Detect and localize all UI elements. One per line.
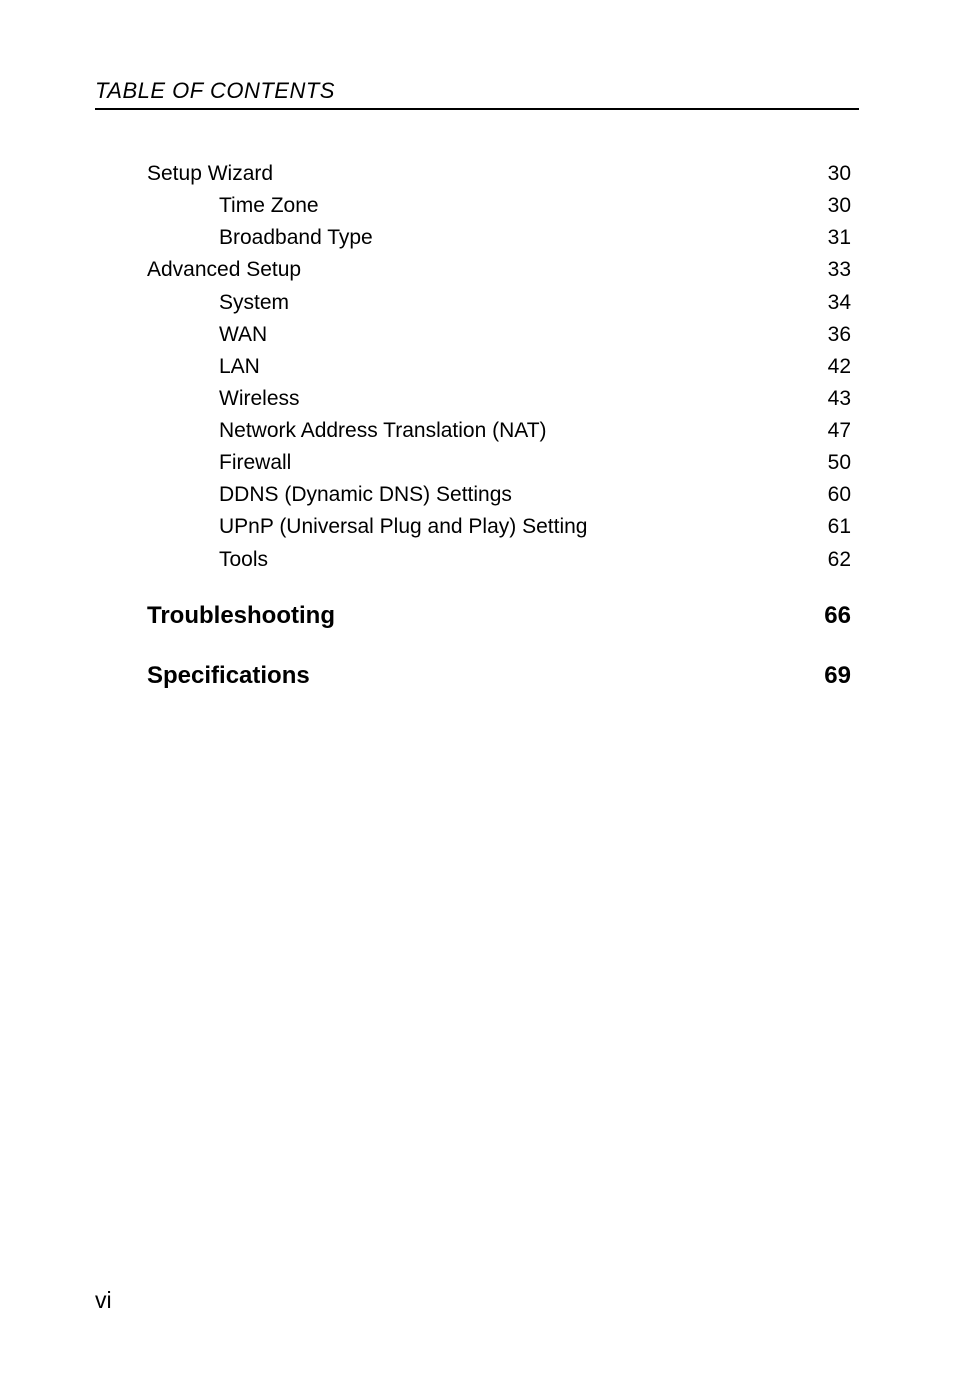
page-number: vi — [95, 1287, 112, 1314]
toc-entry: Tools 62 — [147, 544, 851, 576]
toc-area: Setup Wizard 30 Time Zone 30 Broadband T… — [95, 158, 859, 694]
toc-heading: Troubleshooting 66 — [147, 598, 851, 634]
toc-entry: Time Zone 30 — [147, 190, 851, 222]
toc-label: WAN — [219, 319, 267, 351]
header-rule — [95, 108, 859, 110]
toc-page: 42 — [828, 351, 851, 383]
toc-page: 61 — [828, 511, 851, 543]
toc-label: Setup Wizard — [147, 158, 273, 190]
toc-page: 43 — [828, 383, 851, 415]
page: TABLE OF CONTENTS Setup Wizard 30 Time Z… — [0, 0, 954, 694]
toc-page: 34 — [828, 287, 851, 319]
toc-page: 50 — [828, 447, 851, 479]
toc-page: 33 — [828, 254, 851, 286]
toc-entry: Firewall 50 — [147, 447, 851, 479]
toc-entry: System 34 — [147, 287, 851, 319]
toc-heading-label: Troubleshooting — [147, 598, 335, 634]
toc-heading-page: 66 — [824, 598, 851, 634]
toc-entry: Broadband Type 31 — [147, 222, 851, 254]
toc-entry: Setup Wizard 30 — [147, 158, 851, 190]
toc-page: 47 — [828, 415, 851, 447]
toc-entry: WAN 36 — [147, 319, 851, 351]
toc-label: Wireless — [219, 383, 300, 415]
toc-label: UPnP (Universal Plug and Play) Setting — [219, 511, 587, 543]
toc-page: 62 — [828, 544, 851, 576]
running-head: TABLE OF CONTENTS — [95, 78, 859, 104]
toc-entry: Wireless 43 — [147, 383, 851, 415]
toc-label: Tools — [219, 544, 268, 576]
toc-entry: LAN 42 — [147, 351, 851, 383]
toc-label: Broadband Type — [219, 222, 373, 254]
toc-heading-label: Specifications — [147, 658, 310, 694]
toc-heading-page: 69 — [824, 658, 851, 694]
toc-label: Advanced Setup — [147, 254, 301, 286]
toc-label: Time Zone — [219, 190, 319, 222]
toc-label: LAN — [219, 351, 260, 383]
toc-heading: Specifications 69 — [147, 658, 851, 694]
toc-label: Network Address Translation (NAT) — [219, 415, 547, 447]
toc-label: DDNS (Dynamic DNS) Settings — [219, 479, 512, 511]
toc-page: 60 — [828, 479, 851, 511]
toc-label: Firewall — [219, 447, 291, 479]
toc-entry: Network Address Translation (NAT) 47 — [147, 415, 851, 447]
toc-label: System — [219, 287, 289, 319]
toc-page: 36 — [828, 319, 851, 351]
toc-page: 31 — [828, 222, 851, 254]
toc-page: 30 — [828, 190, 851, 222]
toc-entry: Advanced Setup 33 — [147, 254, 851, 286]
toc-entry: UPnP (Universal Plug and Play) Setting 6… — [147, 511, 851, 543]
toc-entry: DDNS (Dynamic DNS) Settings 60 — [147, 479, 851, 511]
toc-page: 30 — [828, 158, 851, 190]
